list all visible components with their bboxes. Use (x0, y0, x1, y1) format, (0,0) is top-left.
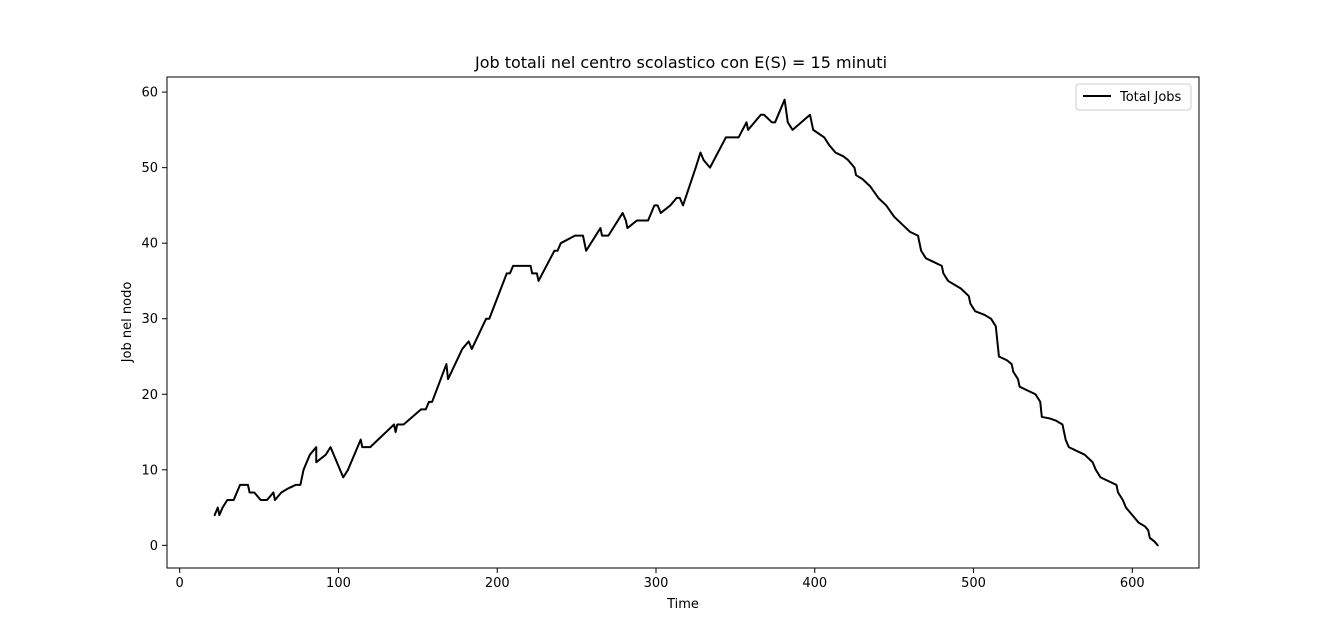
y-axis: 0 10 20 30 40 50 60 (141, 86, 167, 554)
x-tick-label: 600 (1120, 576, 1145, 591)
chart-title: Job totali nel centro scolastico con E(S… (474, 53, 887, 72)
x-tick-label: 300 (644, 576, 669, 591)
x-tick-label: 100 (326, 576, 351, 591)
legend-box (1075, 83, 1192, 111)
x-tick-label: 500 (961, 576, 986, 591)
x-axis: 0 100 200 300 400 500 600 (176, 568, 1145, 591)
legend: Total Jobs (1075, 83, 1192, 111)
y-tick-label: 40 (141, 237, 158, 252)
y-tick-label: 10 (141, 463, 158, 478)
series-layer (213, 98, 1159, 547)
y-tick-label: 60 (141, 86, 158, 101)
series-line-total-jobs (213, 98, 1159, 547)
y-tick-label: 50 (141, 161, 158, 176)
plot-frame (166, 76, 1200, 569)
y-axis-label: Job nel nodo (120, 282, 135, 364)
x-tick-label: 0 (176, 576, 184, 591)
plot-area (166, 76, 1200, 569)
legend-label-total-jobs: Total Jobs (1119, 90, 1182, 105)
x-tick-label: 400 (802, 576, 827, 591)
x-tick-label: 200 (485, 576, 510, 591)
x-axis-label: Time (666, 597, 699, 612)
y-tick-label: 20 (141, 388, 158, 403)
y-tick-label: 30 (141, 312, 158, 327)
y-tick-label: 0 (150, 539, 158, 554)
